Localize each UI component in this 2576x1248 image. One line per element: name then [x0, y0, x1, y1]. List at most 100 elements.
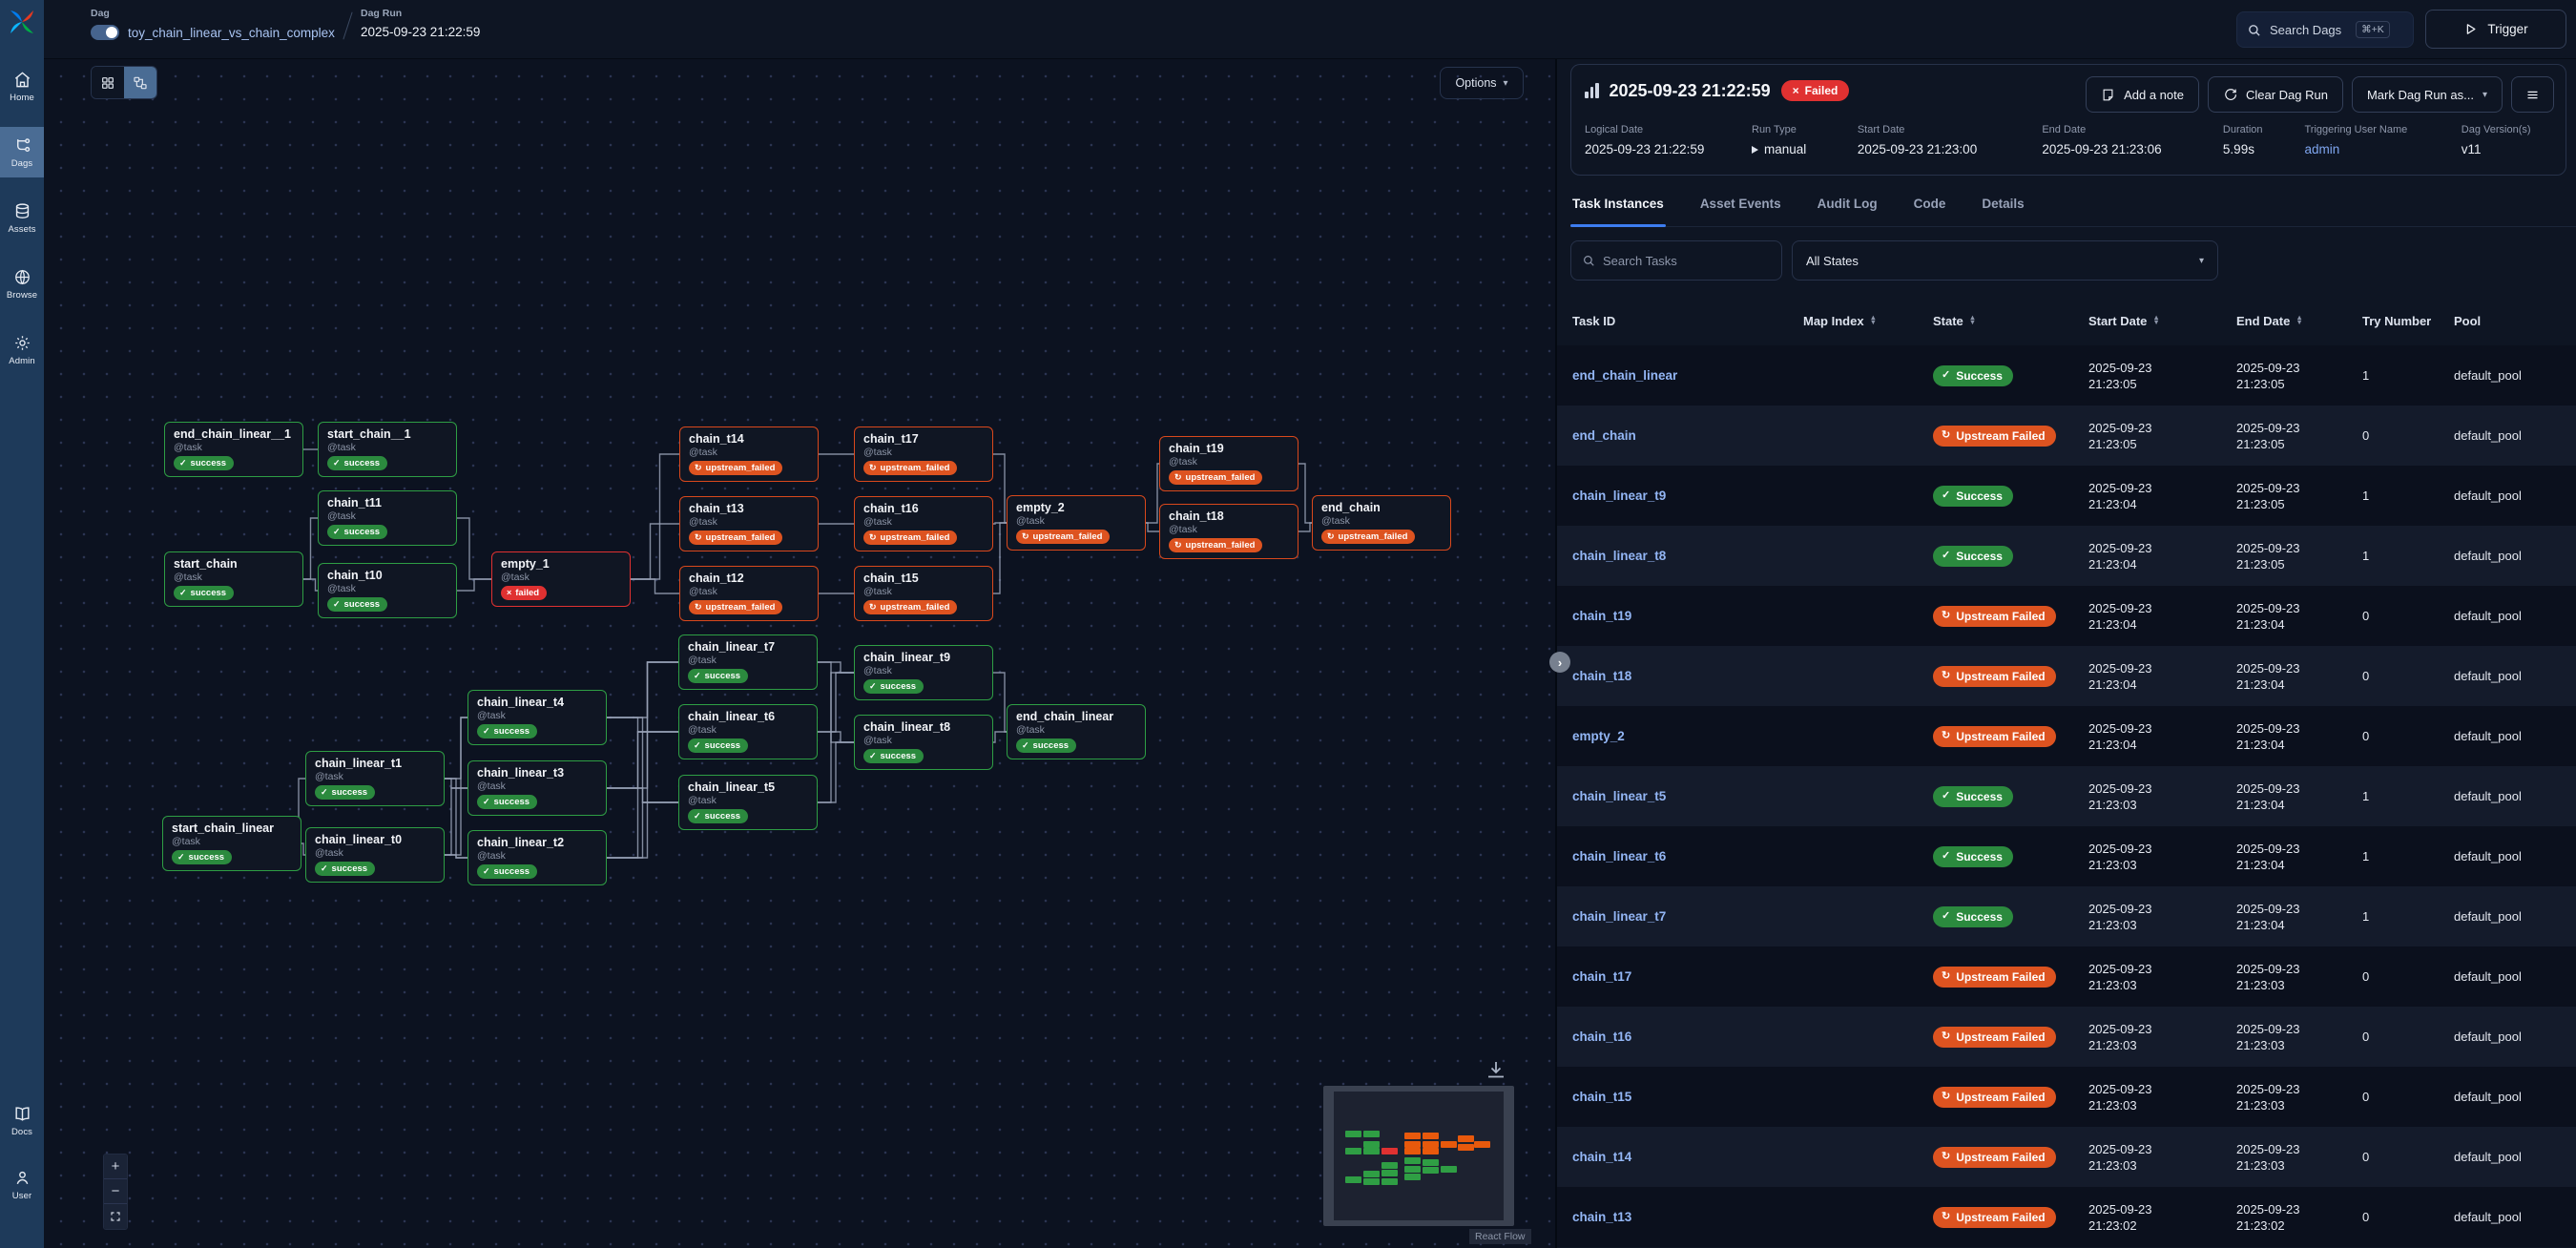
sidebar-item-home[interactable]: Home: [0, 61, 44, 112]
graph-node-chain_linear_t9[interactable]: chain_linear_t9 @task ✓ success: [854, 645, 993, 700]
graph-node-empty_1[interactable]: empty_1 @task × failed: [491, 551, 631, 607]
graph-node-chain_t10[interactable]: chain_t10 @task ✓ success: [318, 563, 457, 618]
zoom-out-button[interactable]: −: [104, 1179, 127, 1204]
mark-dag-run-as-button[interactable]: Mark Dag Run as... ▾: [2351, 76, 2503, 113]
sort-icon[interactable]: ▲ ▼: [1968, 313, 1977, 326]
table-row-chain_t15: chain_t15 ↻ Upstream Failed 2025-09-23 21:23…: [1557, 1067, 2576, 1127]
dag-name-link[interactable]: toy_chain_linear_vs_chain_complex: [128, 25, 335, 40]
task-id-link[interactable]: chain_t19: [1572, 609, 1632, 623]
sidebar-item-assets[interactable]: Assets: [0, 193, 44, 243]
more-options-button[interactable]: [2511, 76, 2554, 113]
node-decorator: @task: [174, 572, 202, 583]
task-id-link[interactable]: chain_t16: [1572, 1030, 1632, 1044]
state-filter-select[interactable]: All States ▾: [1792, 240, 2218, 281]
trigger-button[interactable]: Trigger: [2425, 10, 2566, 49]
state-cell: ✓ Success: [1933, 364, 2088, 386]
task-id-link[interactable]: chain_linear_t9: [1572, 489, 1667, 503]
tab-code[interactable]: Code: [1913, 197, 1946, 211]
column-header-state[interactable]: State ▲ ▼: [1933, 313, 1977, 328]
graph-node-empty_2[interactable]: empty_2 @task ↻ upstream_failed: [1007, 495, 1146, 551]
tab-details[interactable]: Details: [1982, 197, 2025, 211]
download-image-icon[interactable]: [1485, 1059, 1507, 1082]
task-id-link[interactable]: chain_t15: [1572, 1090, 1632, 1104]
task-id-link[interactable]: end_chain_linear: [1572, 368, 1678, 383]
dag-graph-canvas[interactable]: end_chain_linear__1 @task ✓ success start_ch…: [44, 59, 1555, 1248]
meta-value[interactable]: admin: [2304, 142, 2340, 156]
graph-node-chain_linear_t0[interactable]: chain_linear_t0 @task ✓ success: [305, 827, 445, 883]
task-id-link[interactable]: chain_linear_t7: [1572, 909, 1667, 924]
graph-node-chain_t16[interactable]: chain_t16 @task ↻ upstream_failed: [854, 496, 993, 551]
task-search-field[interactable]: [1570, 240, 1782, 281]
fit-view-button[interactable]: [104, 1204, 127, 1229]
zoom-in-button[interactable]: +: [104, 1154, 127, 1179]
sort-icon[interactable]: ▲ ▼: [2296, 313, 2303, 326]
task-search-input[interactable]: [1603, 253, 1755, 268]
task-id-link[interactable]: chain_t13: [1572, 1210, 1632, 1224]
task-id-link[interactable]: chain_linear_t8: [1572, 549, 1667, 563]
graph-node-chain_t15[interactable]: chain_t15 @task ↻ upstream_failed: [854, 566, 993, 621]
sidebar-item-user[interactable]: User: [0, 1159, 44, 1210]
tab-task-instances[interactable]: Task Instances: [1570, 191, 1666, 227]
column-header-end-date[interactable]: End Date ▲ ▼: [2236, 313, 2303, 328]
node-title: chain_t10: [327, 569, 383, 582]
sort-icon[interactable]: ▲ ▼: [2152, 313, 2160, 326]
graph-node-chain_linear_t3[interactable]: chain_linear_t3 @task ✓ success: [467, 760, 607, 816]
task-id-link[interactable]: chain_linear_t6: [1572, 849, 1667, 863]
graph-node-chain_t14[interactable]: chain_t14 @task ↻ upstream_failed: [679, 426, 819, 482]
node-title: chain_t19: [1169, 442, 1224, 455]
graph-node-chain_t18[interactable]: chain_t18 @task ↻ upstream_failed: [1159, 504, 1298, 559]
sidebar-item-docs[interactable]: Docs: [0, 1095, 44, 1146]
search-dags-button[interactable]: Search Dags ⌘+K: [2236, 11, 2414, 48]
task-id-link[interactable]: end_chain: [1572, 428, 1636, 443]
task-id-link[interactable]: chain_t14: [1572, 1150, 1632, 1164]
node-decorator: @task: [1016, 515, 1045, 527]
graph-node-chain_t12[interactable]: chain_t12 @task ↻ upstream_failed: [679, 566, 819, 621]
dag-pause-toggle[interactable]: [91, 25, 119, 40]
graph-node-chain_t17[interactable]: chain_t17 @task ↻ upstream_failed: [854, 426, 993, 482]
graph-node-end_chain_linear[interactable]: end_chain_linear @task ✓ success: [1007, 704, 1146, 759]
sort-icon[interactable]: ▲ ▼: [1869, 313, 1878, 326]
meta-run-type: Run Type manual: [1752, 124, 1858, 156]
table-row-chain_t19: chain_t19 ↻ Upstream Failed 2025-09-23 21:23…: [1557, 586, 2576, 646]
task-id-link[interactable]: empty_2: [1572, 729, 1625, 743]
tab-asset-events[interactable]: Asset Events: [1699, 197, 1781, 211]
try-number-cell: 1: [2362, 849, 2370, 863]
graph-options-button[interactable]: Options ▾: [1440, 67, 1524, 99]
graph-node-chain_linear_t5[interactable]: chain_linear_t5 @task ✓ success: [678, 775, 818, 830]
task-id-link[interactable]: chain_t17: [1572, 969, 1632, 984]
graph-node-start_chain__1[interactable]: start_chain__1 @task ✓ success: [318, 422, 457, 477]
graph-node-chain_linear_t4[interactable]: chain_linear_t4 @task ✓ success: [467, 690, 607, 745]
graph-node-end_chain_linear__1[interactable]: end_chain_linear__1 @task ✓ success: [164, 422, 303, 477]
graph-node-chain_t11[interactable]: chain_t11 @task ✓ success: [318, 490, 457, 546]
task-id-link[interactable]: chain_linear_t5: [1572, 789, 1667, 803]
grid-view-button[interactable]: [92, 67, 124, 98]
start-date-cell: 2025-09-23 21:23:02: [2088, 1201, 2152, 1233]
graph-node-chain_linear_t6[interactable]: chain_linear_t6 @task ✓ success: [678, 704, 818, 759]
column-header-map-index[interactable]: Map Index ▲ ▼: [1803, 313, 1878, 328]
clear-dag-run-button[interactable]: Clear Dag Run: [2207, 76, 2343, 113]
sidebar-item-dags[interactable]: Dags: [0, 127, 44, 177]
graph-node-end_chain[interactable]: end_chain @task ↻ upstream_failed: [1312, 495, 1451, 551]
airflow-logo-icon[interactable]: [0, 0, 44, 44]
task-id-link[interactable]: chain_t18: [1572, 669, 1632, 683]
graph-node-chain_linear_t2[interactable]: chain_linear_t2 @task ✓ success: [467, 830, 607, 885]
panel-collapse-handle[interactable]: ›: [1549, 652, 1570, 673]
graph-view-button[interactable]: [124, 67, 156, 98]
graph-node-chain_t13[interactable]: chain_t13 @task ↻ upstream_failed: [679, 496, 819, 551]
tab-audit-log[interactable]: Audit Log: [1817, 197, 1878, 211]
node-decorator: @task: [689, 586, 717, 597]
end-date-cell: 2025-09-23 21:23:05: [2236, 360, 2300, 391]
add-a-note-button[interactable]: Add a note: [2086, 76, 2199, 113]
graph-node-chain_t19[interactable]: chain_t19 @task ↻ upstream_failed: [1159, 436, 1298, 491]
sidebar-item-browse[interactable]: Browse: [0, 259, 44, 309]
graph-node-start_chain[interactable]: start_chain @task ✓ success: [164, 551, 303, 607]
reactflow-attribution: React Flow: [1469, 1229, 1531, 1244]
graph-node-start_chain_linear[interactable]: start_chain_linear @task ✓ success: [162, 816, 301, 871]
graph-node-chain_linear_t8[interactable]: chain_linear_t8 @task ✓ success: [854, 715, 993, 770]
minimap-node: [1423, 1141, 1439, 1148]
graph-minimap[interactable]: [1323, 1086, 1514, 1226]
column-header-start-date[interactable]: Start Date ▲ ▼: [2088, 313, 2160, 328]
graph-node-chain_linear_t1[interactable]: chain_linear_t1 @task ✓ success: [305, 751, 445, 806]
sidebar-item-admin[interactable]: Admin: [0, 324, 44, 375]
graph-node-chain_linear_t7[interactable]: chain_linear_t7 @task ✓ success: [678, 634, 818, 690]
